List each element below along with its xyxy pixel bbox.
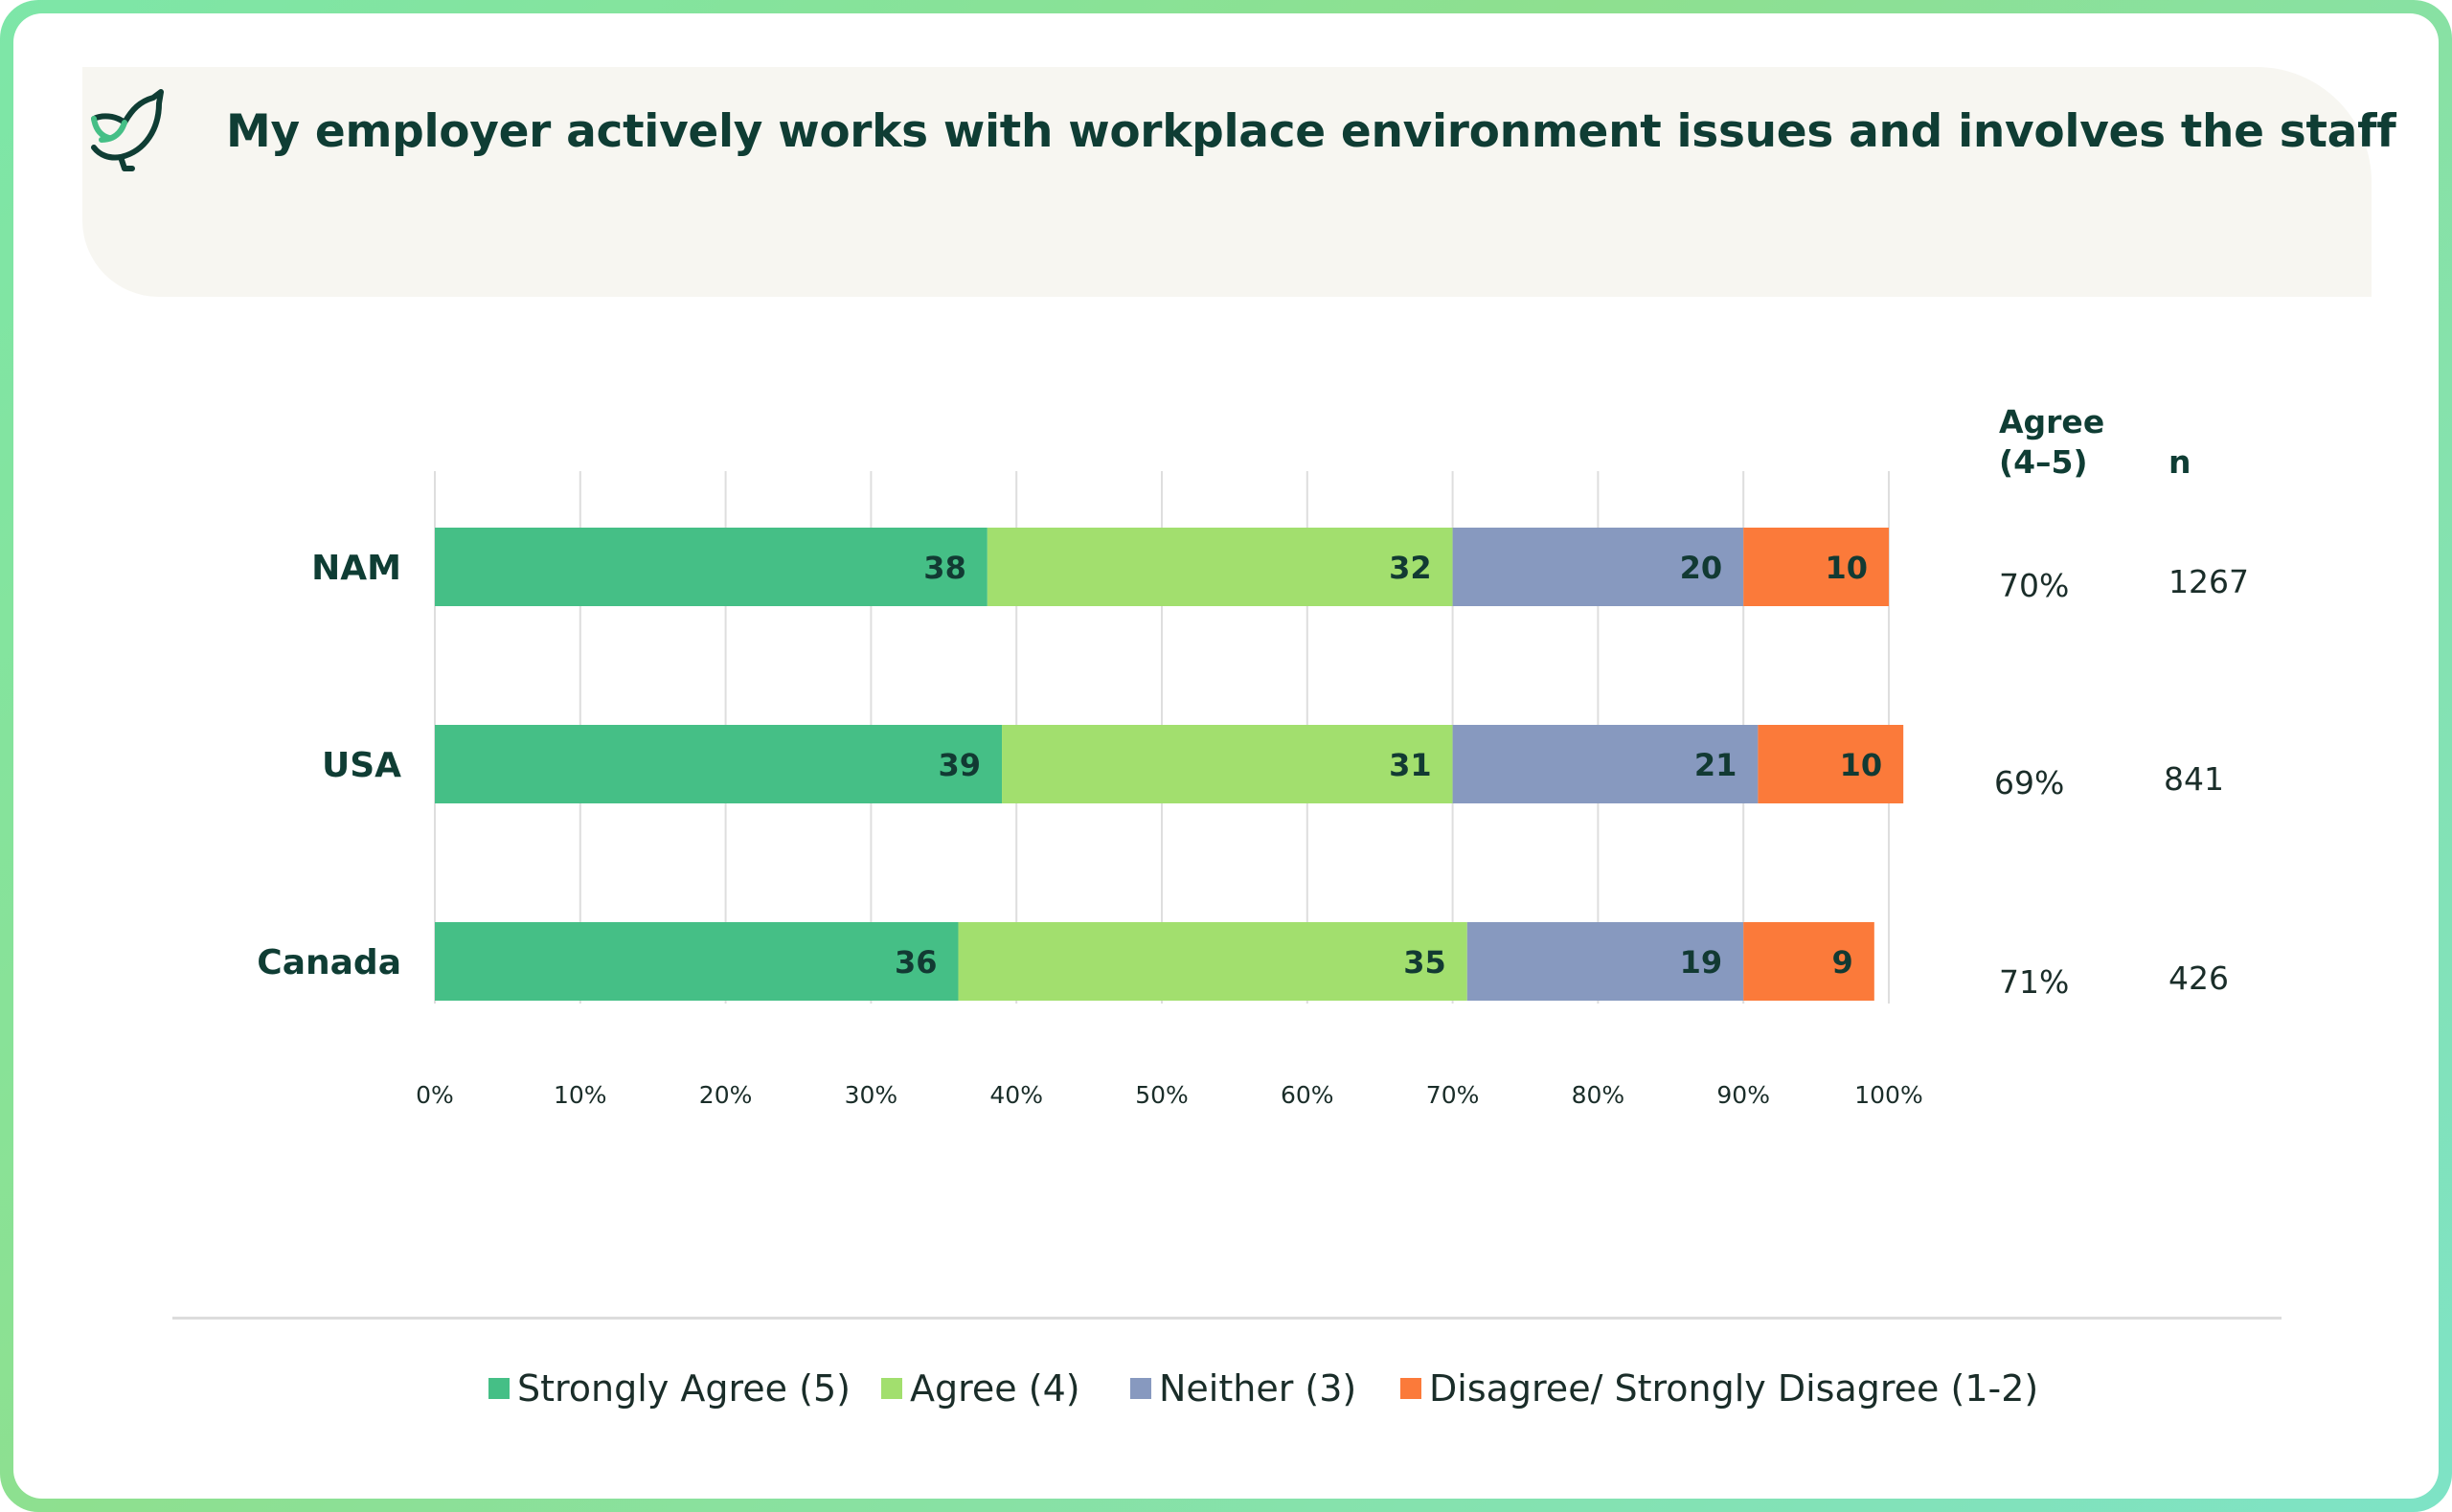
category-label: USA [322,746,401,785]
x-tick-label: 60% [1281,1081,1334,1109]
legend-label: Neither (3) [1159,1367,1357,1410]
x-tick-label: 100% [1854,1081,1922,1109]
bar-segment [1743,922,1874,1001]
category-label: NAM [311,549,401,588]
bar-segment [987,528,1453,606]
data-label: 20 [1680,550,1723,586]
legend-label: Strongly Agree (5) [517,1367,851,1410]
agree-percent-value: 69% [1994,764,2064,801]
data-label: 19 [1680,944,1723,981]
legend-swatch [1130,1378,1151,1399]
category-label: Canada [257,943,401,982]
legend-label: Disagree/ Strongly Disagree (1-2) [1429,1367,2039,1410]
x-tick-label: 30% [845,1081,898,1109]
legend-label: Agree (4) [910,1367,1080,1410]
bar-segment [1452,528,1744,606]
x-tick-label: 90% [1716,1081,1770,1109]
x-tick-label: 70% [1426,1081,1480,1109]
data-label: 9 [1832,944,1853,981]
legend-divider [172,1317,2282,1320]
legend-item: Neither (3) [1130,1367,1356,1410]
bar-segment [1758,725,1904,803]
legend-item: Agree (4) [881,1367,1080,1410]
x-tick-label: 80% [1572,1081,1625,1109]
agree-column-header: Agree [1999,403,2104,440]
x-tick-label: 0% [416,1081,454,1109]
header-panel [82,67,2372,297]
data-label: 38 [923,550,966,586]
data-label: 32 [1389,550,1432,586]
bar-segment [1743,528,1889,606]
chart-title: My employer actively works with workplac… [226,105,2396,158]
data-label: 21 [1694,747,1737,783]
chart-card: My employer actively works with workplac… [13,13,2439,1499]
data-label: 39 [938,747,981,783]
data-label: 31 [1389,747,1432,783]
stacked-bar-chart: 0% 10% 20% 30% 40% 50% 60% 70% 80% 90% 100% NAM 38 32… [257,403,2249,1109]
x-tick-label: 20% [699,1081,753,1109]
sample-size-value: 1267 [2168,563,2249,600]
x-tick-label: 10% [554,1081,607,1109]
legend-swatch [881,1378,902,1399]
agree-percent-value: 70% [1999,567,2069,604]
agree-percent-value: 71% [1999,963,2069,1001]
data-label: 36 [895,944,938,981]
bar-segment [435,725,1003,803]
chart-legend: Strongly Agree (5) Agree (4) Neither (3) Di… [13,1367,2439,1425]
legend-swatch [1400,1378,1421,1399]
data-label: 10 [1840,747,1883,783]
bar-segment [958,922,1467,1001]
legend-item: Disagree/ Strongly Disagree (1-2) [1400,1367,2038,1410]
bar-segment [1452,725,1759,803]
data-label: 10 [1825,550,1868,586]
legend-swatch [488,1378,510,1399]
bar-segment [1002,725,1453,803]
agree-column-header-range: (4–5) [1999,443,2088,481]
sample-size-value: 841 [2164,760,2224,798]
bar-segment [435,922,959,1001]
n-column-header: n [2168,443,2191,481]
data-label: 35 [1403,944,1446,981]
bar-segment [1466,922,1744,1001]
sample-size-value: 426 [2168,959,2229,997]
legend-item: Strongly Agree (5) [488,1367,851,1410]
bar-segment [435,528,988,606]
x-tick-label: 50% [1135,1081,1189,1109]
bird-logo-icon [91,89,164,171]
x-tick-label: 40% [989,1081,1043,1109]
